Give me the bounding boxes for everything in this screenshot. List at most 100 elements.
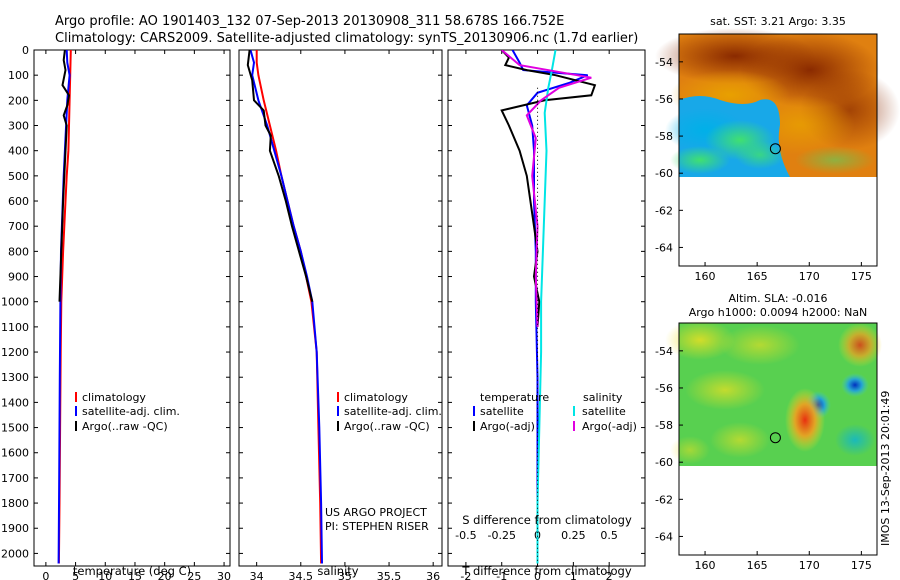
temperature-ytick-label: 2000 xyxy=(1,547,29,560)
temperature-ytick-label: 1200 xyxy=(1,346,29,359)
salinity-series-1 xyxy=(249,50,323,564)
temperature-xlabel: temperature (deg C) xyxy=(73,564,191,578)
temperature-legend-satellite: satellite-adj. clim. xyxy=(82,405,180,418)
differences-xtick-label: 1 xyxy=(570,570,577,580)
difference-xlabel: T difference from climatology xyxy=(461,564,632,578)
sst_map-xtick-label: 165 xyxy=(747,270,768,283)
sst_map-ytick-label: -64 xyxy=(655,241,673,254)
temperature-ytick-label: 1100 xyxy=(1,321,29,334)
sla-map-image xyxy=(665,320,882,466)
sla_map-ytick-label: -60 xyxy=(655,456,673,469)
salinity-legend: climatology satellite-adj. clim. Argo(..… xyxy=(337,391,442,433)
sla-map-ticks: 160 165 170 175 -54 -56 -58 -60 -62 -64 xyxy=(655,345,872,572)
sla_map-ytick-label: -54 xyxy=(655,345,673,358)
temperature-ytick-label: 500 xyxy=(8,170,29,183)
difference-legend-t-argo: Argo(-adj) xyxy=(480,420,535,433)
temperature-ytick-label: 1700 xyxy=(1,472,29,485)
sla_map-ytick-label: -64 xyxy=(655,530,673,543)
sla_map-ytick-label: -62 xyxy=(655,493,673,506)
temperature-ytick-label: 900 xyxy=(8,271,29,284)
temperature-series-2 xyxy=(58,50,71,302)
salinity-legend-climatology: climatology xyxy=(344,391,408,404)
difference-s-xtick-label: -0.25 xyxy=(487,529,515,542)
salinity-xtick-label: 34 xyxy=(250,570,264,580)
sst_map-xtick-label: 160 xyxy=(695,270,716,283)
salinity-xlabel: salinity xyxy=(317,564,358,578)
difference-lines xyxy=(500,50,597,564)
credit-line2: PI: STEPHEN RISER xyxy=(325,520,429,533)
temperature-xtick-label: 25 xyxy=(187,570,201,580)
temperature-ytick-label: 1500 xyxy=(1,422,29,435)
temperature-ticks: 0 5 10 15 20 25 300100200300400500600700800900… xyxy=(1,44,231,580)
temperature-ytick-label: 400 xyxy=(8,145,29,158)
temperature-axes-frame xyxy=(33,49,231,567)
salinity-axes-frame xyxy=(238,49,443,567)
sla_map-xtick-label: 170 xyxy=(799,559,820,572)
timestamp: IMOS 13-Sep-2013 20:01:49 xyxy=(879,391,892,546)
temperature-legend-argo: Argo(..raw -QC) xyxy=(82,420,168,433)
sst_map-xtick-label: 175 xyxy=(851,270,872,283)
difference-legend-title-temperature: temperature xyxy=(480,391,549,404)
sst_map-xtick-label: 170 xyxy=(799,270,820,283)
sla_map-xtick-label: 160 xyxy=(695,559,716,572)
difference-legend-t-satellite: satellite xyxy=(480,405,524,418)
temperature-ytick-label: 1300 xyxy=(1,371,29,384)
differences-xtick-label: 2 xyxy=(606,570,613,580)
salinity-lines xyxy=(246,50,323,564)
sla-map-title-line1: Altim. SLA: -0.016 xyxy=(728,292,827,305)
differences-xtick-label: 0 xyxy=(534,570,541,580)
differences-series-3 xyxy=(501,50,592,327)
temperature-ytick-label: 1900 xyxy=(1,522,29,535)
temperature-ytick-label: 300 xyxy=(8,120,29,133)
difference-s-xtick-label: -0.5 xyxy=(455,529,476,542)
salinity-legend-argo: Argo(..raw -QC) xyxy=(344,420,430,433)
sst_map-ytick-label: -62 xyxy=(655,204,673,217)
temperature-ytick-label: 700 xyxy=(8,220,29,233)
sst_map-ytick-label: -58 xyxy=(655,130,673,143)
differences-xtick-label: -1 xyxy=(496,570,507,580)
sla-map-argo-marker xyxy=(769,432,781,444)
sst-map-title: sat. SST: 3.21 Argo: 3.35 xyxy=(710,15,846,28)
difference-x2label: S difference from climatology xyxy=(462,513,632,527)
temperature-ytick-label: 200 xyxy=(8,94,29,107)
temperature-xtick-label: 0 xyxy=(42,570,49,580)
temperature-ytick-label: 1600 xyxy=(1,447,29,460)
difference-panel: -2 -1 0 1 2-0.5 -0.25 0 0.25 0.5 T difference fr… xyxy=(447,49,646,580)
figure-title-line2: Climatology: CARS2009. Satellite-adjuste… xyxy=(55,31,638,46)
temperature-lines xyxy=(57,50,72,564)
difference-legend-s-satellite: satellite xyxy=(582,405,626,418)
sst_map-ytick-label: -56 xyxy=(655,93,673,106)
difference-ticks: -2 -1 0 1 2-0.5 -0.25 0 0.25 0.5 xyxy=(448,49,645,580)
temperature-xtick-label: 20 xyxy=(158,570,172,580)
salinity-xtick-label: 35.5 xyxy=(377,570,402,580)
sst-map-panel: sat. SST: 3.21 Argo: 3.35 160 165 170 175 -5… xyxy=(655,15,900,283)
sla-map-panel: Altim. SLA: -0.016 Argo h1000: 0.0094 h2… xyxy=(655,292,882,572)
difference-legend-title-salinity: salinity xyxy=(583,391,623,404)
salinity-xtick-label: 35 xyxy=(338,570,352,580)
salinity-legend-satellite: satellite-adj. clim. xyxy=(344,405,442,418)
salinity-xtick-label: 34.5 xyxy=(289,570,314,580)
sst-map-ticks: 160 165 170 175 -54 -56 -58 -60 -62 -64 xyxy=(655,56,872,283)
difference-axes-frame xyxy=(447,49,646,567)
difference-s-xtick-label: 0.5 xyxy=(600,529,618,542)
salinity-xtick-label: 36 xyxy=(426,570,440,580)
temperature-ytick-label: 1400 xyxy=(1,396,29,409)
temperature-xtick-label: 10 xyxy=(98,570,112,580)
temperature-ytick-label: 0 xyxy=(22,44,29,57)
temperature-legend-climatology: climatology xyxy=(82,391,146,404)
sla_map-ytick-label: -58 xyxy=(655,419,673,432)
differences-xtick-label: -2 xyxy=(460,570,471,580)
credit-line1: US ARGO PROJECT xyxy=(325,506,427,519)
sla_map-xtick-label: 165 xyxy=(747,559,768,572)
temperature-xtick-label: 5 xyxy=(72,570,79,580)
differences-series-2 xyxy=(536,50,557,564)
salinity-ticks: 34 34.5 35 35.5 36 xyxy=(239,49,442,580)
temperature-ytick-label: 1000 xyxy=(1,296,29,309)
temperature-panel: 0 5 10 15 20 25 300100200300400500600700800900… xyxy=(1,44,231,580)
sst-map-frame xyxy=(678,33,878,267)
sla-map-frame xyxy=(678,322,878,556)
salinity-panel: 34 34.5 35 35.5 36 salinity climatology sate… xyxy=(238,49,443,580)
figure-title-line1: Argo profile: AO 1901403_132 07-Sep-2013… xyxy=(55,14,564,29)
temperature-ytick-label: 100 xyxy=(8,69,29,82)
difference-legend-s-argo: Argo(-adj) xyxy=(582,420,637,433)
